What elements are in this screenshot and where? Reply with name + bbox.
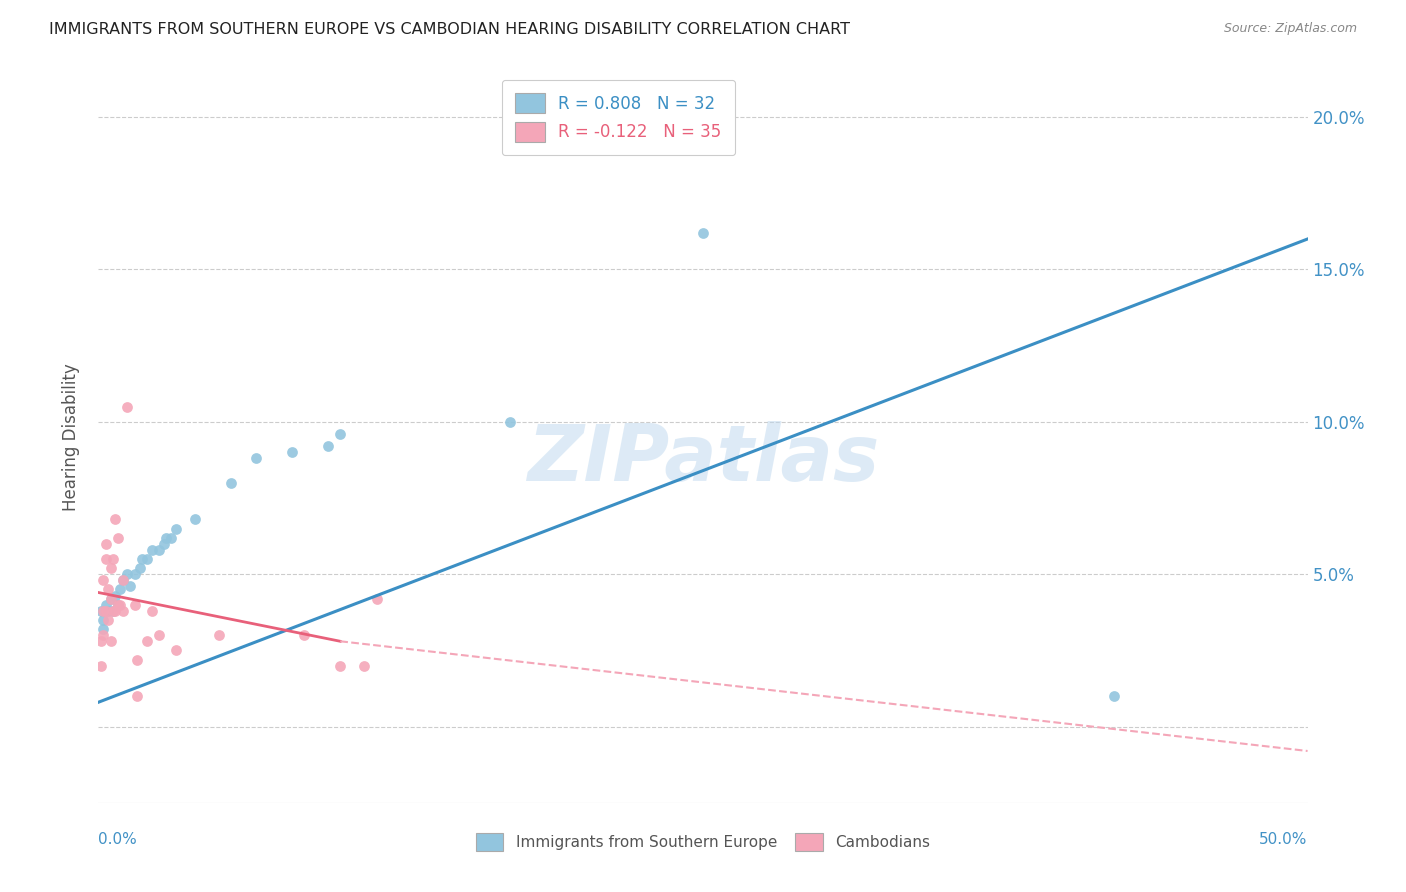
Point [101, 604, 124, 618]
Point [292, 628, 315, 642]
Point [1102, 689, 1125, 703]
Point [91, 628, 114, 642]
Y-axis label: Hearing Disability: Hearing Disability [62, 363, 80, 511]
Point [135, 634, 157, 648]
Point [141, 542, 163, 557]
Legend: Immigrants from Southern Europe, Cambodians: Immigrants from Southern Europe, Cambodi… [470, 827, 936, 857]
Point [94, 537, 117, 551]
Point [245, 451, 267, 466]
Point [152, 537, 174, 551]
Point [148, 542, 170, 557]
Point [100, 634, 122, 648]
Point [128, 561, 150, 575]
Point [111, 574, 134, 588]
Point [101, 552, 124, 566]
Point [97, 582, 120, 597]
Text: 50.0%: 50.0% [1260, 832, 1308, 847]
Point [111, 574, 134, 588]
Point [97, 613, 120, 627]
Point [329, 427, 352, 442]
Point [100, 561, 122, 575]
Point [97, 604, 120, 618]
Point [498, 415, 520, 429]
Point [117, 567, 139, 582]
Point [117, 400, 139, 414]
Point [165, 643, 187, 657]
Point [141, 604, 163, 618]
Point [127, 652, 149, 666]
Point [131, 552, 153, 566]
Point [316, 439, 339, 453]
Point [107, 531, 129, 545]
Point [107, 598, 129, 612]
Point [101, 604, 124, 618]
Point [148, 628, 170, 642]
Text: IMMIGRANTS FROM SOUTHERN EUROPE VS CAMBODIAN HEARING DISABILITY CORRELATION CHAR: IMMIGRANTS FROM SOUTHERN EUROPE VS CAMBO… [49, 22, 851, 37]
Point [155, 531, 177, 545]
Point [111, 604, 134, 618]
Point [100, 591, 122, 606]
Point [124, 567, 146, 582]
Point [90, 604, 112, 618]
Point [94, 552, 117, 566]
Point [118, 579, 141, 593]
Point [90, 658, 112, 673]
Point [100, 591, 122, 606]
Point [94, 598, 117, 612]
Point [124, 598, 146, 612]
Text: Source: ZipAtlas.com: Source: ZipAtlas.com [1223, 22, 1357, 36]
Point [104, 512, 127, 526]
Point [366, 591, 388, 606]
Point [104, 589, 127, 603]
Text: 0.0%: 0.0% [98, 832, 138, 847]
Point [221, 475, 243, 490]
Point [329, 658, 352, 673]
Point [91, 613, 114, 627]
Point [104, 604, 127, 618]
Point [91, 574, 114, 588]
Point [184, 512, 207, 526]
Point [127, 689, 149, 703]
Point [165, 521, 187, 535]
Point [135, 552, 157, 566]
Point [94, 604, 117, 618]
Point [281, 445, 304, 459]
Point [160, 531, 183, 545]
Point [108, 598, 131, 612]
Point [208, 628, 231, 642]
Point [353, 658, 375, 673]
Point [90, 634, 112, 648]
Point [91, 622, 114, 636]
Point [692, 226, 714, 240]
Point [108, 582, 131, 597]
Point [91, 604, 114, 618]
Text: ZIPatlas: ZIPatlas [527, 421, 879, 497]
Point [107, 598, 129, 612]
